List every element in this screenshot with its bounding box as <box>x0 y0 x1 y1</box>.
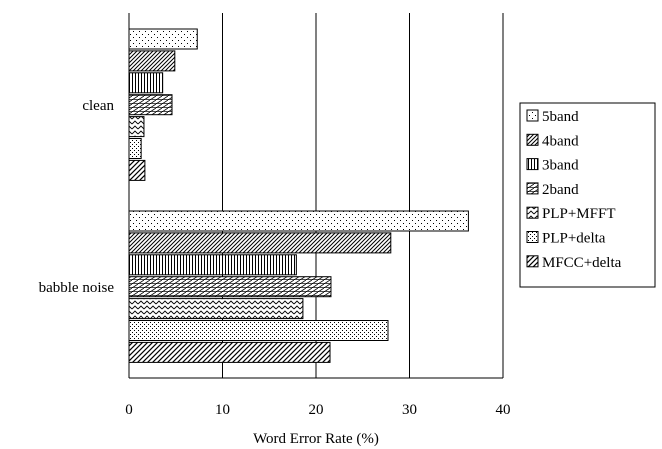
legend-swatch-plp-delta <box>526 231 539 243</box>
bar-plp-mfft-clean <box>128 116 145 138</box>
x-tick-30: 30 <box>402 402 417 418</box>
bar-3band-clean <box>128 72 164 94</box>
legend-label-5band: 5band <box>542 109 579 125</box>
legend-label-3band: 3band <box>542 158 579 174</box>
bar-3band-babble-noise <box>128 254 297 276</box>
legend-label-plp-delta: PLP+delta <box>542 231 606 247</box>
x-tick-labels: 0 10 20 30 40 <box>125 402 510 418</box>
legend: 5band 4band 3band 2band PLP+MFFT PLP+delta MFC… <box>519 102 656 288</box>
legend-swatch-5band <box>526 109 539 122</box>
bar-5band-clean <box>128 28 198 50</box>
bar-5band-babble-noise <box>128 210 469 232</box>
bar-plp-delta-clean <box>128 138 142 159</box>
bar-4band-clean <box>128 50 176 72</box>
legend-swatch-3band <box>526 158 539 171</box>
category-labels: clean babble noise <box>39 98 115 296</box>
x-tick-40: 40 <box>496 402 511 418</box>
legend-label-mfcc-delta: MFCC+delta <box>542 255 622 271</box>
bar-plp-delta-babble-noise <box>128 320 389 341</box>
bars <box>128 28 469 363</box>
x-tick-20: 20 <box>309 402 324 418</box>
x-axis-label: Word Error Rate (%) <box>253 431 379 447</box>
bar-4band-babble-noise <box>128 232 392 254</box>
x-tick-0: 0 <box>125 402 133 418</box>
category-label-clean: clean <box>82 98 114 114</box>
bar-2band-babble-noise <box>128 276 332 298</box>
bar-plp-mfft-babble-noise <box>128 298 304 320</box>
bar-2band-clean <box>128 94 173 116</box>
legend-label-4band: 4band <box>542 133 579 149</box>
x-tick-10: 10 <box>215 402 230 418</box>
category-label-babble-noise: babble noise <box>39 280 115 296</box>
legend-swatch-2band <box>526 182 539 195</box>
legend-label-plp-mfft: PLP+MFFT <box>542 206 616 222</box>
axes <box>128 13 503 379</box>
legend-label-2band: 2band <box>542 182 579 198</box>
legend-swatch-4band <box>526 133 539 146</box>
bar-mfcc-delta-babble-noise <box>128 341 331 363</box>
legend-box <box>519 102 656 288</box>
legend-swatch-mfcc-delta <box>526 255 539 268</box>
legend-swatch-plp-mfft <box>526 206 539 219</box>
bar-mfcc-delta-clean <box>128 159 146 181</box>
